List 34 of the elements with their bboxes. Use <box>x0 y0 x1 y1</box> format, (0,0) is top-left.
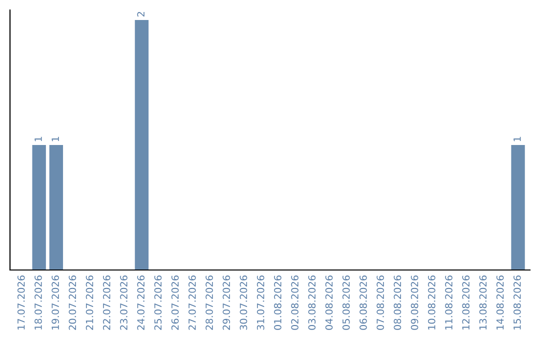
x-tick-label: 05.08.2026 <box>342 275 350 330</box>
data-label: 1 <box>34 136 42 142</box>
x-tick-label: 21.07.2026 <box>86 275 94 330</box>
x-tick-label: 06.08.2026 <box>360 275 367 330</box>
x-tick-label: 15.08.2026 <box>513 275 521 330</box>
x-tick-label: 27.07.2026 <box>188 275 196 330</box>
x-tick-label: 11.08.2026 <box>445 275 452 330</box>
x-tick-label: 03.08.2026 <box>308 275 316 330</box>
x-tick-label: 13.08.2026 <box>479 275 487 330</box>
x-tick-label: 28.07.2026 <box>206 275 213 330</box>
x-tick-label: 09.08.2026 <box>410 275 418 330</box>
x-tick-label: 04.08.2026 <box>325 275 333 330</box>
data-label: 1 <box>514 136 521 142</box>
x-tick-label: 20.07.2026 <box>68 275 76 330</box>
x-tick-label: 19.07.2026 <box>52 275 60 330</box>
x-tick-label: 24.07.2026 <box>137 275 145 330</box>
x-tick-label: 18.07.2026 <box>34 275 42 330</box>
x-tick-label: 30.07.2026 <box>240 275 248 330</box>
x-tick-label: 29.07.2026 <box>222 275 230 330</box>
x-tick-label: 02.08.2026 <box>291 275 298 330</box>
x-tick-label: 22.07.2026 <box>102 275 110 330</box>
x-tick-label: 01.08.2026 <box>274 275 282 330</box>
data-label: 1 <box>52 136 59 142</box>
x-tick-label: 08.08.2026 <box>394 275 402 330</box>
x-tick-label: 25.07.2026 <box>154 275 162 330</box>
x-tick-label: 17.07.2026 <box>17 275 25 330</box>
x-tick-label: 07.08.2026 <box>376 275 384 330</box>
data-label: 2 <box>137 12 144 17</box>
x-tick-label: 31.07.2026 <box>256 275 264 330</box>
x-tick-label: 23.07.2026 <box>120 275 128 330</box>
x-tick-label: 12.08.2026 <box>462 275 470 330</box>
x-tick-label: 10.08.2026 <box>428 275 436 330</box>
x-tick-label: 14.08.2026 <box>496 275 504 330</box>
x-tick-label: 26.07.2026 <box>171 275 179 330</box>
